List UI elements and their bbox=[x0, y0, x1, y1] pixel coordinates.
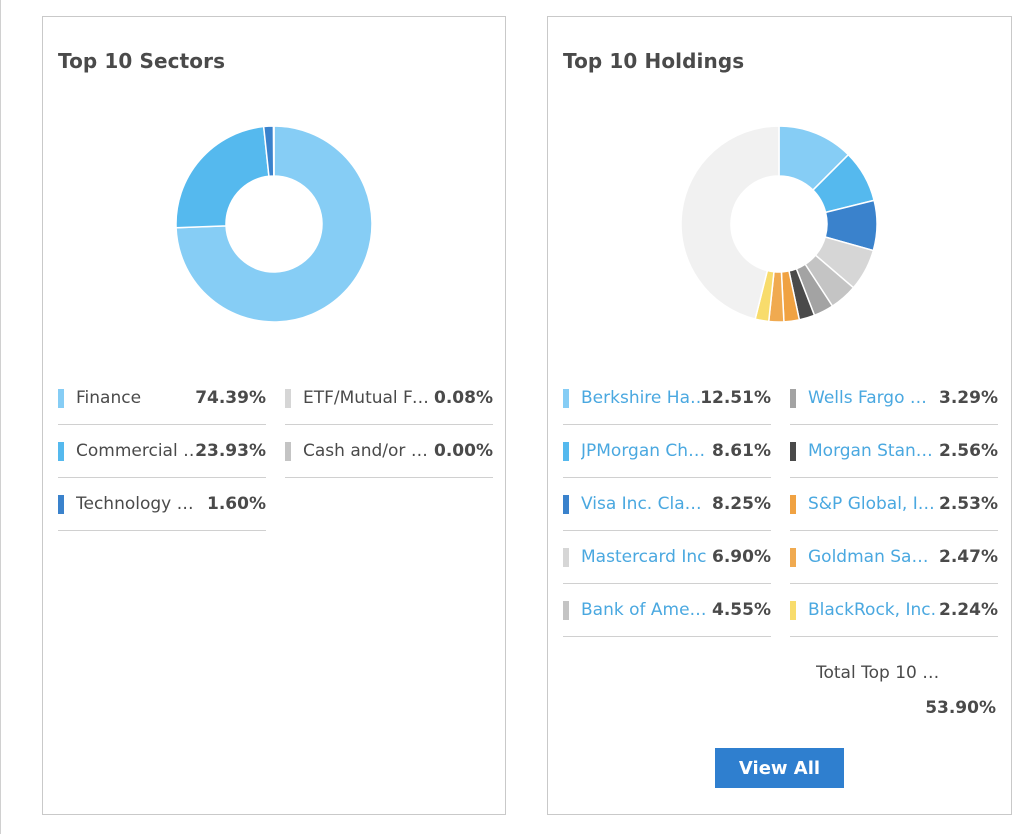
sector-legend-value: 1.60% bbox=[207, 494, 266, 514]
sector-legend-label: Cash and/or Other bbox=[303, 441, 431, 461]
sectors-donut-chart bbox=[174, 124, 374, 324]
holding-legend-row[interactable]: Wells Fargo & Co3.29% bbox=[790, 372, 998, 425]
holding-legend-label[interactable]: Mastercard Inc bbox=[581, 547, 707, 567]
holding-legend-label[interactable]: Visa Inc. Class A bbox=[581, 494, 709, 514]
left-edge-divider bbox=[0, 0, 1, 834]
holding-legend-row[interactable]: Goldman Sachs 2.47% bbox=[790, 531, 998, 584]
holding-legend-value: 2.47% bbox=[939, 547, 998, 567]
sectors-slice-commercial-services[interactable] bbox=[175, 125, 270, 229]
sector-legend-value: 74.39% bbox=[195, 388, 266, 408]
holding-legend-label[interactable]: S&P Global, Inc. bbox=[808, 494, 936, 514]
holding-legend-value: 2.53% bbox=[939, 494, 998, 514]
sector-legend-label: ETF/Mutual Funds bbox=[303, 388, 431, 408]
holding-legend-label[interactable]: Wells Fargo & Co bbox=[808, 388, 936, 408]
sector-legend-swatch bbox=[58, 389, 64, 408]
holding-legend-value: 2.24% bbox=[939, 600, 998, 620]
holding-legend-swatch bbox=[790, 389, 796, 408]
sector-legend-value: 23.93% bbox=[195, 441, 266, 461]
holdings-title: Top 10 Holdings bbox=[563, 49, 745, 73]
holding-legend-swatch bbox=[790, 495, 796, 514]
holding-legend-label[interactable]: Goldman Sachs bbox=[808, 547, 936, 567]
sector-legend-row: Finance 74.39% bbox=[58, 372, 266, 425]
top-sectors-card: Top 10 Sectors Finance 74.39% Commercial S… bbox=[42, 16, 506, 815]
holding-legend-value: 12.51% bbox=[700, 388, 771, 408]
sector-legend-swatch bbox=[58, 442, 64, 461]
total-top-10-value: 53.90% bbox=[925, 698, 996, 718]
holding-legend-label[interactable]: Berkshire Hathaway bbox=[581, 388, 709, 408]
holding-legend-row[interactable]: JPMorgan Chase 8.61% bbox=[563, 425, 771, 478]
holding-legend-value: 6.90% bbox=[712, 547, 771, 567]
holding-legend-row[interactable]: Mastercard Inc 6.90% bbox=[563, 531, 771, 584]
sector-legend-value: 0.08% bbox=[434, 388, 493, 408]
holding-legend-swatch bbox=[563, 495, 569, 514]
holding-legend-swatch bbox=[563, 548, 569, 567]
holding-legend-swatch bbox=[790, 601, 796, 620]
sector-legend-swatch bbox=[285, 389, 291, 408]
sectors-title: Top 10 Sectors bbox=[58, 49, 226, 73]
holdings-donut-chart bbox=[679, 124, 879, 324]
holding-legend-row[interactable]: Morgan Stanley 2.56% bbox=[790, 425, 998, 478]
view-all-button[interactable]: View All bbox=[715, 748, 844, 788]
holdings-legend-column-2: Wells Fargo & Co3.29%Morgan Stanley2.56%… bbox=[790, 372, 998, 637]
holding-legend-row[interactable]: S&P Global, Inc. 2.53% bbox=[790, 478, 998, 531]
sector-legend-row: ETF/Mutual Funds0.08% bbox=[285, 372, 493, 425]
holding-legend-row[interactable]: Bank of America 4.55% bbox=[563, 584, 771, 637]
holding-legend-value: 2.56% bbox=[939, 441, 998, 461]
holding-legend-label[interactable]: BlackRock, Inc. bbox=[808, 600, 936, 620]
sector-legend-row: Technology Services1.60% bbox=[58, 478, 266, 531]
holding-legend-swatch bbox=[563, 442, 569, 461]
holding-legend-value: 4.55% bbox=[712, 600, 771, 620]
holding-legend-label[interactable]: JPMorgan Chase bbox=[581, 441, 709, 461]
holding-legend-row[interactable]: Berkshire Hathaway12.51% bbox=[563, 372, 771, 425]
sector-legend-label: Technology Services bbox=[76, 494, 204, 514]
total-top-10-label: Total Top 10 Holdings bbox=[816, 663, 951, 683]
top-holdings-card: Top 10 Holdings Berkshire Hathaway12.51%… bbox=[547, 16, 1012, 815]
holding-legend-value: 8.61% bbox=[712, 441, 771, 461]
holding-legend-swatch bbox=[790, 548, 796, 567]
sectors-donut-svg bbox=[175, 125, 373, 323]
holdings-slice-remainder bbox=[680, 125, 780, 320]
holding-legend-swatch bbox=[790, 442, 796, 461]
sector-legend-label: Finance bbox=[76, 388, 142, 408]
holding-legend-label[interactable]: Bank of America bbox=[581, 600, 709, 620]
sector-legend-swatch bbox=[58, 495, 64, 514]
sector-legend-value: 0.00% bbox=[434, 441, 493, 461]
holding-legend-value: 3.29% bbox=[939, 388, 998, 408]
holding-legend-swatch bbox=[563, 601, 569, 620]
holding-legend-value: 8.25% bbox=[712, 494, 771, 514]
sector-legend-swatch bbox=[285, 442, 291, 461]
sector-legend-row: Commercial Services23.93% bbox=[58, 425, 266, 478]
sector-legend-row: Cash and/or Other0.00% bbox=[285, 425, 493, 478]
holding-legend-row[interactable]: BlackRock, Inc. 2.24% bbox=[790, 584, 998, 637]
sectors-slice-finance[interactable] bbox=[175, 125, 373, 323]
holding-legend-label[interactable]: Morgan Stanley bbox=[808, 441, 936, 461]
holding-legend-row[interactable]: Visa Inc. Class A 8.25% bbox=[563, 478, 771, 531]
sectors-legend-column-2: ETF/Mutual Funds0.08%Cash and/or Other0.… bbox=[285, 372, 493, 478]
sector-legend-label: Commercial Services bbox=[76, 441, 204, 461]
holding-legend-swatch bbox=[563, 389, 569, 408]
holdings-donut-svg bbox=[680, 125, 878, 323]
holdings-legend-column-1: Berkshire Hathaway12.51%JPMorgan Chase8.… bbox=[563, 372, 771, 637]
